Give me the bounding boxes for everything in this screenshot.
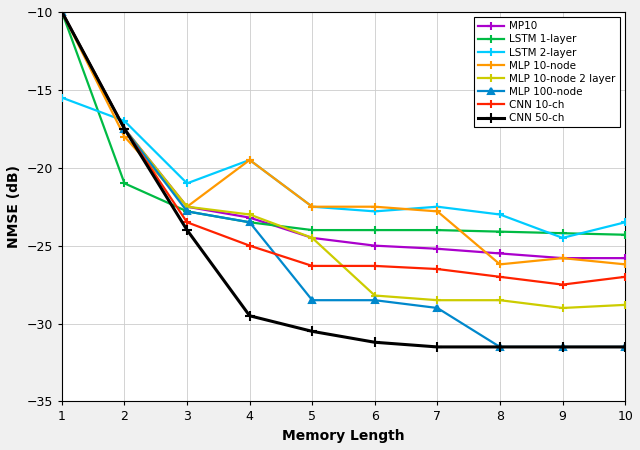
LSTM 1-layer [183,209,191,214]
MP10 [371,243,379,248]
Line: LSTM 2-layer: LSTM 2-layer [58,94,629,242]
MP10 [496,251,504,256]
LSTM 2-layer [183,180,191,186]
MLP 100-node [496,344,504,350]
LSTM 1-layer [433,227,441,233]
MLP 100-node [433,305,441,310]
LSTM 1-layer [246,220,253,225]
MLP 10-node 2 layer [559,305,566,310]
MLP 10-node [121,134,129,140]
CNN 50-ch [559,344,566,350]
CNN 50-ch [433,344,441,350]
MLP 10-node [371,204,379,209]
CNN 10-ch [308,263,316,269]
Line: MLP 100-node: MLP 100-node [58,9,628,351]
MLP 100-node [308,297,316,303]
MLP 10-node 2 layer [183,204,191,209]
CNN 50-ch [308,328,316,334]
MLP 10-node 2 layer [371,293,379,298]
MP10 [433,246,441,252]
MLP 10-node 2 layer [496,297,504,303]
MLP 100-node [121,126,129,131]
MP10 [559,256,566,261]
CNN 10-ch [246,243,253,248]
CNN 10-ch [559,282,566,287]
CNN 10-ch [58,9,66,15]
MLP 100-node [559,344,566,350]
Line: MLP 10-node: MLP 10-node [58,8,629,269]
LSTM 2-layer [308,204,316,209]
MLP 10-node 2 layer [58,9,66,15]
MP10 [308,235,316,241]
MLP 10-node [183,204,191,209]
X-axis label: Memory Length: Memory Length [282,429,405,443]
CNN 50-ch [621,344,629,350]
MLP 10-node [621,261,629,267]
MP10 [121,126,129,131]
LSTM 2-layer [559,235,566,241]
CNN 10-ch [121,126,129,131]
CNN 10-ch [433,266,441,272]
MLP 100-node [183,209,191,214]
LSTM 1-layer [58,9,66,15]
MLP 100-node [58,9,66,15]
MLP 10-node [433,209,441,214]
MLP 100-node [621,344,629,350]
MP10 [246,215,253,220]
Line: LSTM 1-layer: LSTM 1-layer [58,8,629,239]
LSTM 1-layer [121,180,129,186]
Line: MLP 10-node 2 layer: MLP 10-node 2 layer [58,8,629,312]
LSTM 2-layer [121,118,129,124]
LSTM 2-layer [433,204,441,209]
MLP 10-node 2 layer [308,235,316,241]
MP10 [58,9,66,15]
CNN 50-ch [246,313,253,319]
MLP 10-node 2 layer [433,297,441,303]
CNN 50-ch [183,227,191,233]
LSTM 2-layer [621,220,629,225]
Y-axis label: NMSE (dB): NMSE (dB) [7,165,21,248]
MLP 100-node [246,220,253,225]
CNN 10-ch [183,220,191,225]
MLP 10-node [496,261,504,267]
MP10 [621,256,629,261]
MLP 10-node 2 layer [621,302,629,307]
LSTM 1-layer [559,230,566,236]
LSTM 2-layer [371,209,379,214]
CNN 50-ch [496,344,504,350]
MLP 100-node [371,297,379,303]
LSTM 1-layer [496,229,504,234]
CNN 50-ch [371,340,379,345]
CNN 10-ch [371,263,379,269]
LSTM 1-layer [621,232,629,238]
CNN 10-ch [496,274,504,279]
MLP 10-node [246,157,253,162]
LSTM 1-layer [371,227,379,233]
MLP 10-node [58,9,66,15]
Legend: MP10, LSTM 1-layer, LSTM 2-layer, MLP 10-node, MLP 10-node 2 layer, MLP 100-node: MP10, LSTM 1-layer, LSTM 2-layer, MLP 10… [474,17,620,127]
CNN 10-ch [621,274,629,279]
LSTM 2-layer [246,157,253,162]
MLP 10-node 2 layer [121,126,129,131]
MLP 10-node [308,204,316,209]
Line: MP10: MP10 [58,8,629,262]
LSTM 2-layer [496,212,504,217]
MP10 [183,204,191,209]
MLP 10-node 2 layer [246,212,253,217]
LSTM 1-layer [308,227,316,233]
MLP 10-node [559,256,566,261]
CNN 50-ch [58,9,66,15]
Line: CNN 50-ch: CNN 50-ch [57,7,630,352]
CNN 50-ch [121,126,129,131]
LSTM 2-layer [58,95,66,100]
Line: CNN 10-ch: CNN 10-ch [58,8,629,289]
